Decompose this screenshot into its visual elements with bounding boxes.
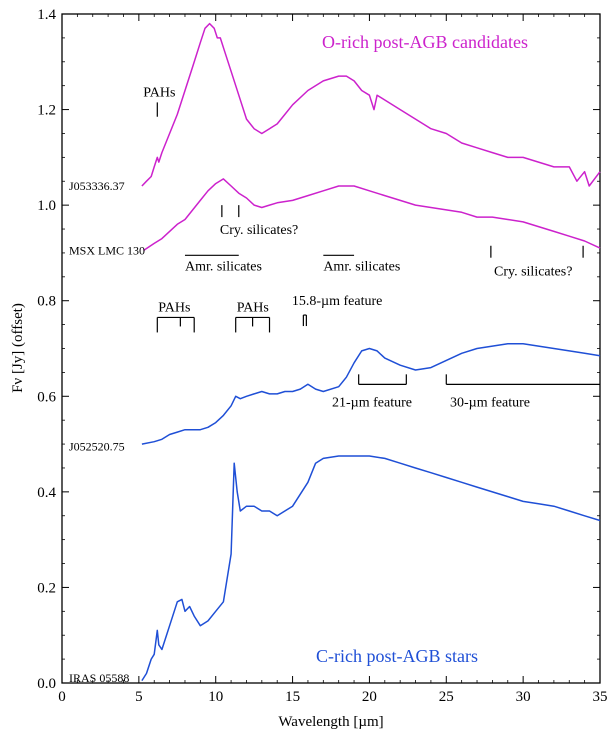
- pahs-label: PAHs: [237, 300, 269, 315]
- axis-ticks: 0 5 10 15 20 25 30 35 0.0 0.2 0.4 0.6 0.8 1.0 1.2 1.4: [37, 7, 607, 705]
- annotations: PAHs Cry. silicates? Amr. silicates Amr. si…: [143, 85, 600, 410]
- x-tick-label: 30: [516, 689, 531, 705]
- group-title-c-rich: C-rich post-AGB stars: [316, 646, 478, 666]
- spectrum-iras-05588: [141, 455, 601, 682]
- y-tick-label: 1.0: [37, 198, 56, 214]
- star-label: J053336.37: [69, 179, 125, 193]
- x-tick-label: 25: [439, 689, 454, 705]
- y-axis-label: Fν [Jy] (offset): [10, 303, 26, 393]
- star-label: IRAS 05588: [69, 671, 129, 685]
- y-tick-label: 0.4: [37, 485, 56, 501]
- plot-frame: [61, 13, 601, 684]
- star-labels: J053336.37 MSX LMC 130 J052520.75 IRAS 0558…: [69, 179, 145, 685]
- x-tick-label: 15: [285, 689, 300, 705]
- y-tick-label: 0.2: [37, 580, 56, 596]
- star-label: J052520.75: [69, 439, 125, 453]
- y-tick-label: 0.0: [37, 676, 56, 692]
- cry-silicates-label: Cry. silicates?: [220, 223, 298, 238]
- spectrum-j052520-75: [141, 342, 601, 445]
- x-tick-label: 0: [58, 689, 66, 705]
- group-title-o-rich: O-rich post-AGB candidates: [322, 32, 528, 52]
- x-tick-label: 5: [135, 689, 143, 705]
- pahs-label: PAHs: [158, 300, 190, 315]
- amr-silicates-label: Amr. silicates: [323, 259, 400, 274]
- y-tick-label: 1.4: [37, 7, 56, 23]
- feature-30-label: 30-µm feature: [450, 395, 530, 410]
- y-tick-label: 1.2: [37, 103, 56, 119]
- amr-silicates-label: Amr. silicates: [185, 259, 262, 274]
- feature-15-8-label: 15.8-µm feature: [292, 294, 382, 309]
- x-axis-label: Wavelength [µm]: [278, 714, 383, 730]
- spectrum-j053336-37: [141, 22, 601, 187]
- series-lines: [141, 22, 601, 682]
- cry-silicates-label: Cry. silicates?: [494, 265, 572, 280]
- star-label: MSX LMC 130: [69, 244, 145, 258]
- x-tick-label: 35: [593, 689, 608, 705]
- feature-21-label: 21-µm feature: [332, 395, 412, 410]
- y-tick-label: 0.6: [37, 389, 56, 405]
- pahs-label: PAHs: [143, 85, 175, 100]
- spectrum-msx-lmc-130: [143, 178, 601, 252]
- x-tick-label: 20: [362, 689, 377, 705]
- y-tick-label: 0.8: [37, 294, 56, 310]
- x-tick-label: 10: [208, 689, 223, 705]
